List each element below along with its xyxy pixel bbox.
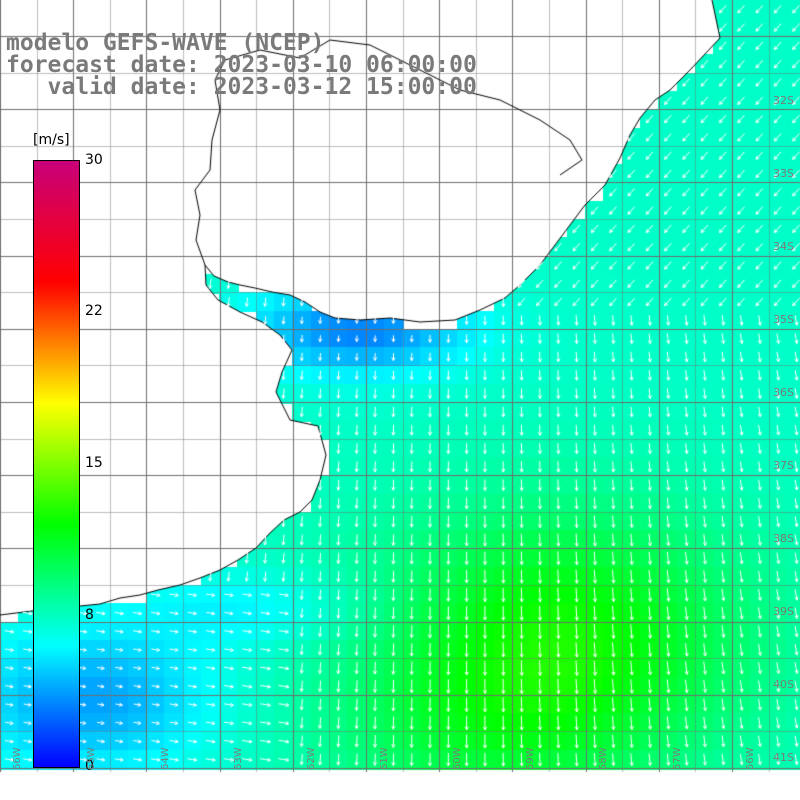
colorbar-tick-15: 15 (85, 455, 103, 471)
lat-label: 37S (773, 459, 794, 472)
lon-label: 62W (306, 747, 317, 770)
lon-label: 59W (525, 747, 536, 770)
lat-label: 38S (773, 532, 794, 545)
colorbar-unit: [m/s] (33, 132, 70, 148)
lat-label: 34S (773, 240, 794, 253)
lon-label: 64W (160, 747, 171, 770)
lat-label: 33S (773, 167, 794, 180)
lon-label: 61W (379, 747, 390, 770)
lon-label: 65W (86, 747, 97, 770)
lat-label: 35S (773, 313, 794, 326)
lat-label: 40S (773, 678, 794, 691)
colorbar-tick-22: 22 (85, 303, 103, 319)
colorbar-tick-8: 8 (85, 607, 94, 623)
lat-label: 32S (773, 94, 794, 107)
lon-label: 56W (745, 747, 756, 770)
lon-label: 63W (233, 747, 244, 770)
lon-label: 58W (598, 747, 609, 770)
lon-label: 66W (12, 747, 23, 770)
colorbar-tick-0: 0 (85, 758, 94, 774)
title-valid-date: valid date: 2023-03-12 15:00:00 (6, 74, 477, 100)
title-model: modelo GEFS-WAVE (NCEP) (6, 30, 325, 56)
lon-label: 57W (672, 747, 683, 770)
lon-label: 60W (452, 747, 463, 770)
title-forecast-date: forecast date: 2023-03-10 06:00:00 (6, 52, 477, 78)
colorbar (33, 160, 80, 768)
lat-label: 36S (773, 386, 794, 399)
lat-label: 39S (773, 605, 794, 618)
lat-label: 41S (773, 751, 794, 764)
colorbar-tick-30: 30 (85, 152, 103, 168)
